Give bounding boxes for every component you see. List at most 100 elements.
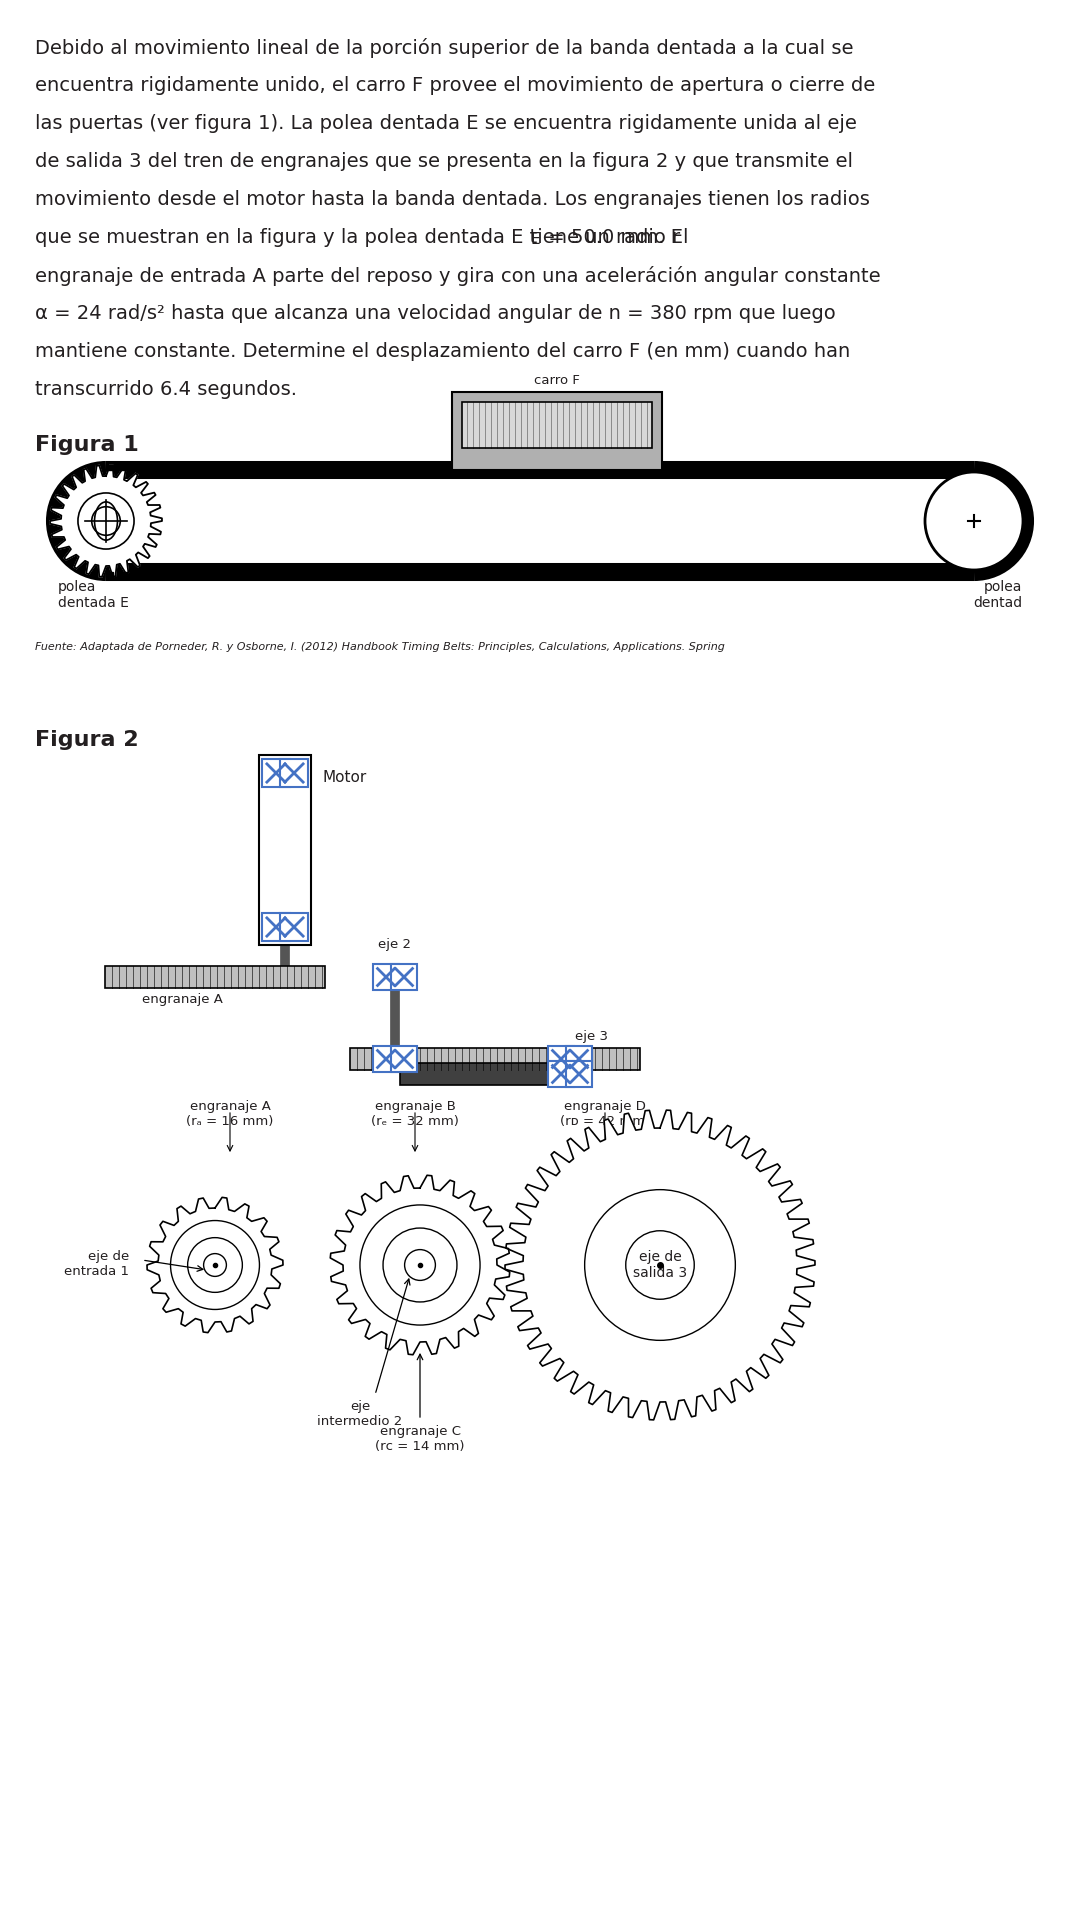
Polygon shape bbox=[498, 470, 503, 476]
Polygon shape bbox=[778, 572, 785, 578]
Polygon shape bbox=[357, 465, 365, 470]
Polygon shape bbox=[218, 572, 225, 578]
Polygon shape bbox=[526, 465, 534, 470]
Polygon shape bbox=[512, 465, 519, 470]
Polygon shape bbox=[708, 572, 715, 578]
Bar bbox=[280, 914, 308, 941]
Polygon shape bbox=[288, 572, 295, 578]
Bar bbox=[400, 1064, 590, 1085]
Polygon shape bbox=[498, 465, 505, 470]
Text: polea
dentad: polea dentad bbox=[973, 580, 1022, 611]
Polygon shape bbox=[484, 572, 491, 578]
Polygon shape bbox=[596, 465, 603, 470]
Text: encuentra rigidamente unido, el carro F provee el movimiento de apertura o cierr: encuentra rigidamente unido, el carro F … bbox=[35, 77, 875, 94]
Polygon shape bbox=[638, 572, 645, 578]
Polygon shape bbox=[848, 465, 855, 470]
Text: α = 24 rad/s² hasta que alcanza una velocidad angular de n = 380 rpm que luego: α = 24 rad/s² hasta que alcanza una velo… bbox=[35, 303, 836, 323]
Text: transcurrido 6.4 segundos.: transcurrido 6.4 segundos. bbox=[35, 380, 297, 399]
Polygon shape bbox=[505, 1110, 815, 1421]
Polygon shape bbox=[596, 470, 603, 476]
Text: polea
dentada E: polea dentada E bbox=[58, 580, 129, 611]
Polygon shape bbox=[148, 465, 156, 470]
Text: Figura 2: Figura 2 bbox=[35, 730, 138, 751]
Bar bbox=[350, 1048, 640, 1069]
Polygon shape bbox=[204, 572, 211, 578]
Text: eje de
entrada 1: eje de entrada 1 bbox=[64, 1250, 129, 1279]
Polygon shape bbox=[274, 572, 281, 578]
Polygon shape bbox=[540, 465, 546, 470]
Polygon shape bbox=[820, 572, 827, 578]
Polygon shape bbox=[530, 470, 537, 476]
Polygon shape bbox=[735, 465, 743, 470]
Polygon shape bbox=[509, 470, 514, 476]
Polygon shape bbox=[960, 572, 967, 578]
Text: carro F: carro F bbox=[535, 374, 580, 388]
Text: movimiento desde el motor hasta la banda dentada. Los engranajes tienen los radi: movimiento desde el motor hasta la banda… bbox=[35, 190, 869, 209]
Polygon shape bbox=[640, 470, 646, 476]
Text: engranaje A
(rₐ = 16 mm): engranaje A (rₐ = 16 mm) bbox=[187, 1100, 273, 1129]
Polygon shape bbox=[519, 470, 525, 476]
Polygon shape bbox=[246, 572, 253, 578]
Polygon shape bbox=[624, 572, 631, 578]
Polygon shape bbox=[834, 572, 841, 578]
Text: engranaje C
(rᴄ = 14 mm): engranaje C (rᴄ = 14 mm) bbox=[375, 1425, 464, 1453]
Polygon shape bbox=[652, 572, 659, 578]
Text: E: E bbox=[530, 232, 540, 248]
Polygon shape bbox=[162, 572, 168, 578]
Polygon shape bbox=[708, 465, 715, 470]
Polygon shape bbox=[134, 572, 141, 578]
Polygon shape bbox=[512, 572, 519, 578]
Polygon shape bbox=[619, 470, 624, 476]
Polygon shape bbox=[400, 465, 407, 470]
Polygon shape bbox=[162, 465, 168, 470]
Circle shape bbox=[924, 472, 1023, 570]
Polygon shape bbox=[428, 465, 435, 470]
Polygon shape bbox=[372, 465, 379, 470]
Polygon shape bbox=[820, 465, 827, 470]
Polygon shape bbox=[357, 572, 365, 578]
Polygon shape bbox=[106, 465, 113, 470]
Polygon shape bbox=[862, 465, 869, 470]
Polygon shape bbox=[890, 572, 897, 578]
Polygon shape bbox=[946, 465, 953, 470]
Polygon shape bbox=[680, 465, 687, 470]
Polygon shape bbox=[464, 470, 471, 476]
Text: que se muestran en la figura y la polea dentada E tiene un radio r: que se muestran en la figura y la polea … bbox=[35, 228, 680, 248]
Text: Motor: Motor bbox=[323, 770, 367, 785]
Bar bbox=[566, 1046, 592, 1071]
Polygon shape bbox=[792, 572, 799, 578]
Polygon shape bbox=[218, 465, 225, 470]
Bar bbox=[280, 758, 308, 787]
Polygon shape bbox=[585, 470, 592, 476]
Polygon shape bbox=[932, 465, 939, 470]
Polygon shape bbox=[638, 465, 645, 470]
Text: engranaje B
(rₑ = 32 mm): engranaje B (rₑ = 32 mm) bbox=[372, 1100, 459, 1129]
Polygon shape bbox=[932, 572, 939, 578]
Polygon shape bbox=[946, 572, 953, 578]
Polygon shape bbox=[456, 572, 463, 578]
Polygon shape bbox=[723, 572, 729, 578]
Polygon shape bbox=[345, 465, 351, 470]
Bar bbox=[391, 1046, 417, 1071]
Polygon shape bbox=[666, 465, 673, 470]
Polygon shape bbox=[862, 572, 869, 578]
Polygon shape bbox=[918, 465, 924, 470]
Polygon shape bbox=[778, 465, 785, 470]
Bar bbox=[548, 1062, 573, 1087]
Polygon shape bbox=[372, 572, 379, 578]
Polygon shape bbox=[475, 470, 482, 476]
Polygon shape bbox=[666, 572, 673, 578]
Polygon shape bbox=[386, 572, 393, 578]
Polygon shape bbox=[456, 465, 463, 470]
Polygon shape bbox=[568, 572, 575, 578]
Bar bbox=[262, 758, 291, 787]
Polygon shape bbox=[302, 465, 309, 470]
Polygon shape bbox=[552, 470, 558, 476]
Polygon shape bbox=[345, 572, 351, 578]
Polygon shape bbox=[232, 465, 239, 470]
Text: de salida 3 del tren de engranajes que se presenta en la figura 2 y que transmit: de salida 3 del tren de engranajes que s… bbox=[35, 152, 853, 171]
Polygon shape bbox=[330, 572, 337, 578]
Polygon shape bbox=[470, 572, 477, 578]
Bar bbox=[373, 1046, 399, 1071]
Polygon shape bbox=[876, 572, 883, 578]
